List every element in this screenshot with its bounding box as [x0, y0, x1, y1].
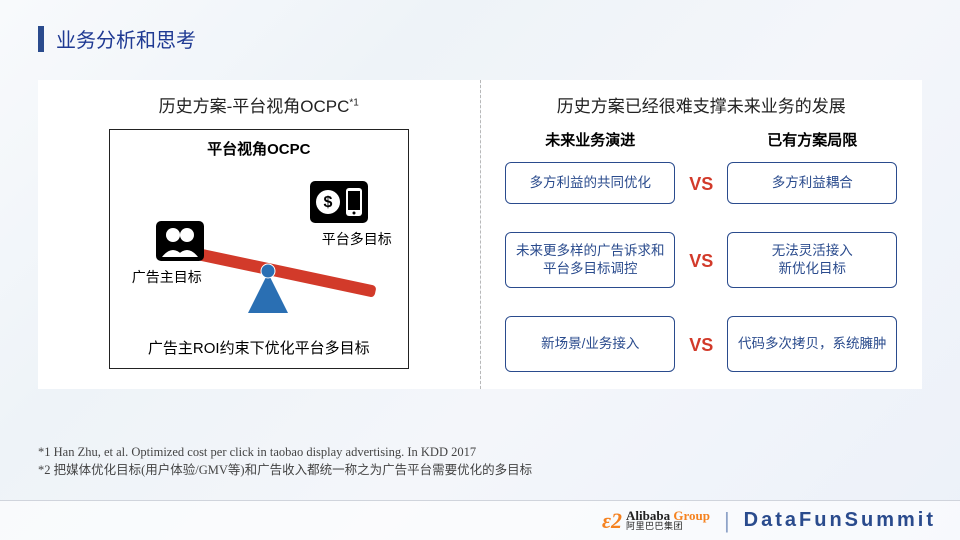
left-title-sup: *1: [349, 97, 358, 108]
alibaba-logo: ε2 Alibaba Group 阿里巴巴集团: [602, 508, 710, 534]
future-row2: 未来更多样的广告诉求和平台多目标调控: [505, 232, 675, 288]
footnote-1: *1 Han Zhu, et al. Optimized cost per cl…: [38, 443, 532, 462]
svg-text:$: $: [323, 194, 332, 211]
page-title: 业务分析和思考: [56, 24, 196, 53]
left-panel: 历史方案-平台视角OCPC*1 平台视角OCPC: [38, 80, 480, 389]
col-limit: 已有方案局限 多方利益耦合 无法灵活接入新优化目标 代码多次拷贝，系统臃肿: [727, 129, 897, 373]
limit-row1: 多方利益耦合: [727, 162, 897, 204]
ocpc-frame: 平台视角OCPC: [109, 129, 409, 369]
limit-row2: 无法灵活接入新优化目标: [727, 232, 897, 288]
ocpc-caption: 广告主ROI约束下优化平台多目标: [118, 337, 400, 358]
content: 历史方案-平台视角OCPC*1 平台视角OCPC: [38, 80, 922, 389]
ocpc-inner-title: 平台视角OCPC: [118, 138, 400, 159]
vs-2: VS: [689, 233, 713, 289]
right-panel: 历史方案已经很难支撑未来业务的发展 未来业务演进 多方利益的共同优化 未来更多样…: [481, 80, 923, 389]
footnotes: *1 Han Zhu, et al. Optimized cost per cl…: [38, 443, 532, 481]
seesaw-right-label: 平台多目标: [322, 229, 392, 249]
limit-row3: 代码多次拷贝，系统臃肿: [727, 316, 897, 372]
col-vs: VS VS VS: [683, 129, 719, 373]
logo-sub: 阿里巴巴集团: [626, 522, 710, 531]
col-future-head: 未来业务演进: [505, 129, 675, 150]
left-panel-title: 历史方案-平台视角OCPC*1: [46, 92, 472, 117]
col-future: 未来业务演进 多方利益的共同优化 未来更多样的广告诉求和平台多目标调控 新场景/…: [505, 129, 675, 373]
logo-text: Alibaba Group 阿里巴巴集团: [626, 510, 710, 531]
title-bar: 业务分析和思考: [38, 24, 196, 53]
footnote-2: *2 把媒体优化目标(用户体验/GMV等)和广告收入都统一称之为广告平台需要优化…: [38, 461, 532, 480]
col-limit-head: 已有方案局限: [727, 129, 897, 150]
footer-separator: |: [724, 508, 730, 534]
future-row1: 多方利益的共同优化: [505, 162, 675, 204]
datafunsummit: DataFunSummit: [744, 509, 936, 532]
slide: 业务分析和思考 历史方案-平台视角OCPC*1 平台视角OCPC: [0, 0, 960, 540]
logo-mark-icon: ε2: [602, 508, 622, 534]
seesaw-left-label: 广告主目标: [132, 267, 202, 287]
vs-1: VS: [689, 163, 713, 205]
seesaw: $ 广告主目标 平台多目标: [118, 163, 400, 333]
comparison-table: 未来业务演进 多方利益的共同优化 未来更多样的广告诉求和平台多目标调控 新场景/…: [489, 129, 915, 373]
title-accent: [38, 26, 44, 52]
left-title-text: 历史方案-平台视角OCPC: [159, 97, 350, 116]
footer: ε2 Alibaba Group 阿里巴巴集团 | DataFunSummit: [0, 500, 960, 540]
right-panel-title: 历史方案已经很难支撑未来业务的发展: [489, 92, 915, 117]
future-row3: 新场景/业务接入: [505, 316, 675, 372]
vs-3: VS: [689, 317, 713, 373]
